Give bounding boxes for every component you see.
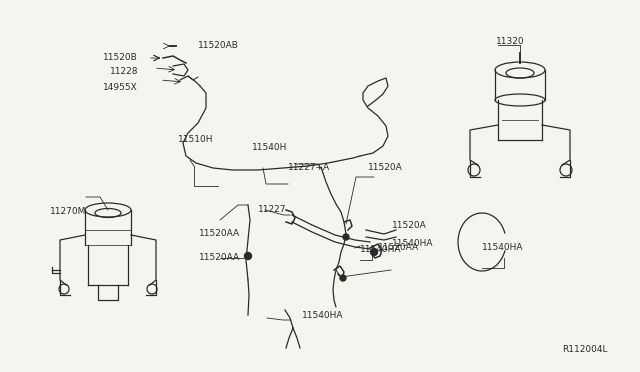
Text: 11520AA: 11520AA [378, 244, 419, 253]
Text: 11320: 11320 [496, 38, 524, 46]
Text: 11227: 11227 [257, 205, 286, 215]
Text: 11520A: 11520A [368, 164, 403, 173]
Text: 11540H: 11540H [252, 143, 287, 152]
Circle shape [343, 234, 349, 240]
Text: 11520AA: 11520AA [199, 230, 240, 238]
Text: 11540HA: 11540HA [482, 244, 524, 253]
Text: 11540HA: 11540HA [302, 311, 344, 321]
Circle shape [371, 248, 378, 256]
Text: 11228: 11228 [109, 67, 138, 77]
Text: 11540HA: 11540HA [360, 246, 401, 254]
Text: R112004L: R112004L [563, 346, 608, 355]
Text: 11227+A: 11227+A [288, 164, 330, 173]
Text: 11520A: 11520A [392, 221, 427, 231]
Text: 11520B: 11520B [103, 54, 138, 62]
Text: 11540HA: 11540HA [392, 240, 433, 248]
Text: 11520AB: 11520AB [198, 42, 239, 51]
Circle shape [340, 275, 346, 281]
Circle shape [244, 253, 252, 260]
Text: 11520AA: 11520AA [199, 253, 240, 263]
Text: 14955X: 14955X [103, 83, 138, 93]
Text: 11510H: 11510H [179, 135, 214, 144]
Text: 11270M: 11270M [50, 208, 86, 217]
